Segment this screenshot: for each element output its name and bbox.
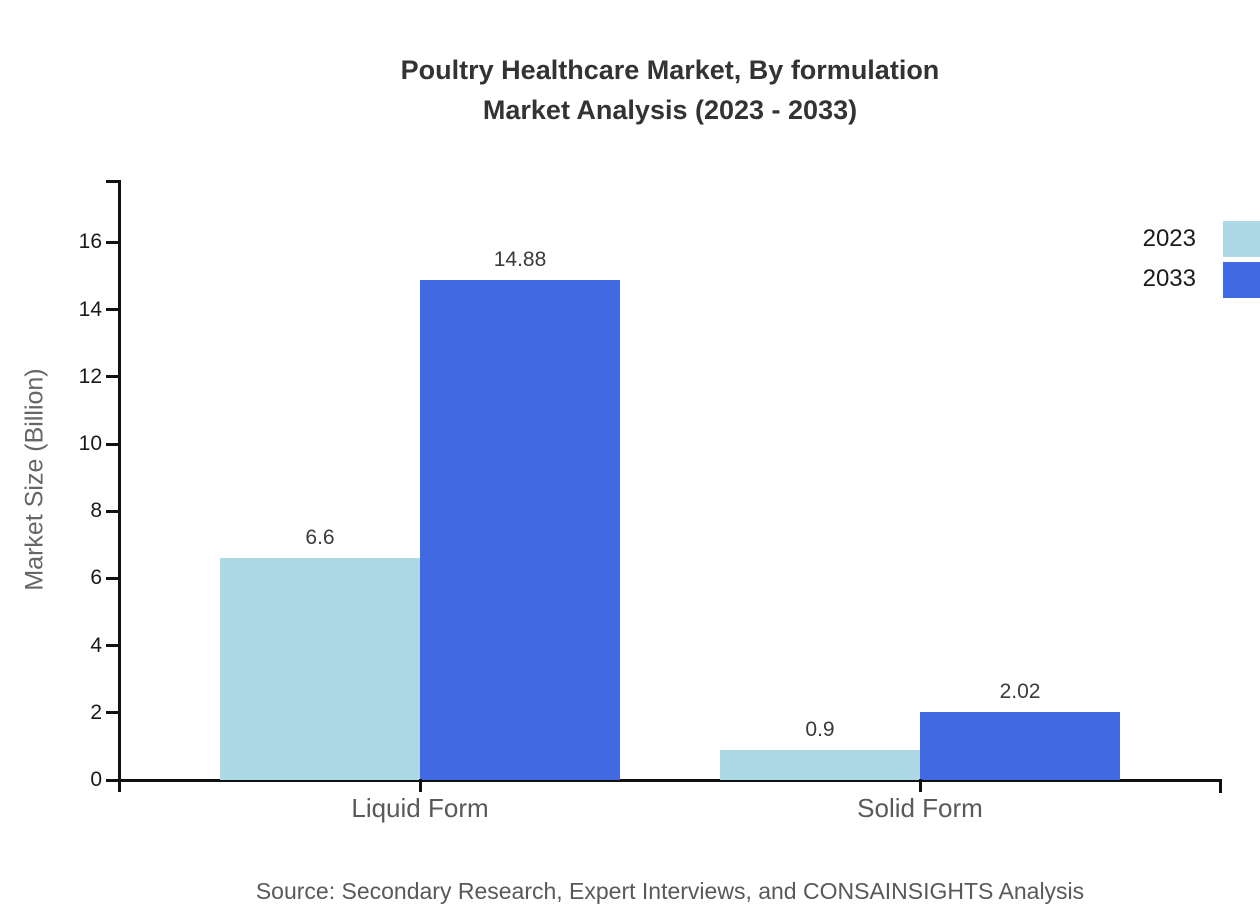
bar-value-label: 0.9: [805, 717, 835, 741]
y-tick-mark: [106, 375, 118, 379]
x-axis-line: [118, 779, 1222, 782]
y-axis-title: Market Size (Billion): [20, 368, 49, 591]
legend-label-2033: 2033: [1142, 265, 1196, 292]
bar-value-label: 6.6: [305, 526, 335, 550]
bar-2023-solid-form: [720, 749, 920, 780]
y-tick-label: 6: [90, 566, 102, 590]
y-tick-mark: [106, 442, 118, 446]
bar-2033-liquid-form: [420, 280, 620, 780]
legend-swatch-2033: [1223, 262, 1260, 298]
y-axis-line: [118, 180, 121, 792]
x-tick-mark: [918, 779, 922, 792]
x-axis-right-cap: [1219, 782, 1222, 793]
bar-2023-liquid-form: [220, 558, 420, 780]
y-tick-mark: [106, 644, 118, 648]
y-tick-label: 10: [78, 432, 102, 456]
chart-title-line1: Poultry Healthcare Market, By formulatio…: [400, 55, 940, 85]
y-tick-label: 0: [90, 768, 102, 791]
x-category-label: Liquid Form: [351, 793, 489, 823]
x-tick-mark: [418, 779, 422, 792]
y-tick-label: 8: [90, 499, 102, 523]
y-tick-mark: [106, 576, 118, 580]
y-tick-mark: [106, 240, 118, 244]
legend-label-2023: 2023: [1142, 225, 1196, 252]
x-category-label: Solid Form: [857, 793, 983, 823]
y-tick-mark: [106, 509, 118, 513]
bar-value-label: 14.88: [493, 248, 547, 272]
source-caption: Source: Secondary Research, Expert Inter…: [255, 878, 1085, 904]
y-tick-label: 12: [78, 364, 102, 388]
y-tick-mark: [106, 308, 118, 312]
y-tick-label: 16: [78, 230, 102, 254]
legend-swatch-2023: [1223, 221, 1260, 257]
y-tick-label: 14: [78, 297, 102, 321]
y-tick-mark: [106, 711, 118, 715]
bar-2033-solid-form: [920, 712, 1120, 780]
y-tick-label: 2: [90, 700, 102, 724]
y-tick-label: 4: [90, 633, 102, 657]
bar-value-label: 2.02: [999, 680, 1041, 704]
chart-title-line2: Market Analysis (2023 - 2033): [482, 95, 858, 125]
y-tick-mark: [106, 778, 118, 782]
y-axis-top-cap: [106, 180, 118, 183]
